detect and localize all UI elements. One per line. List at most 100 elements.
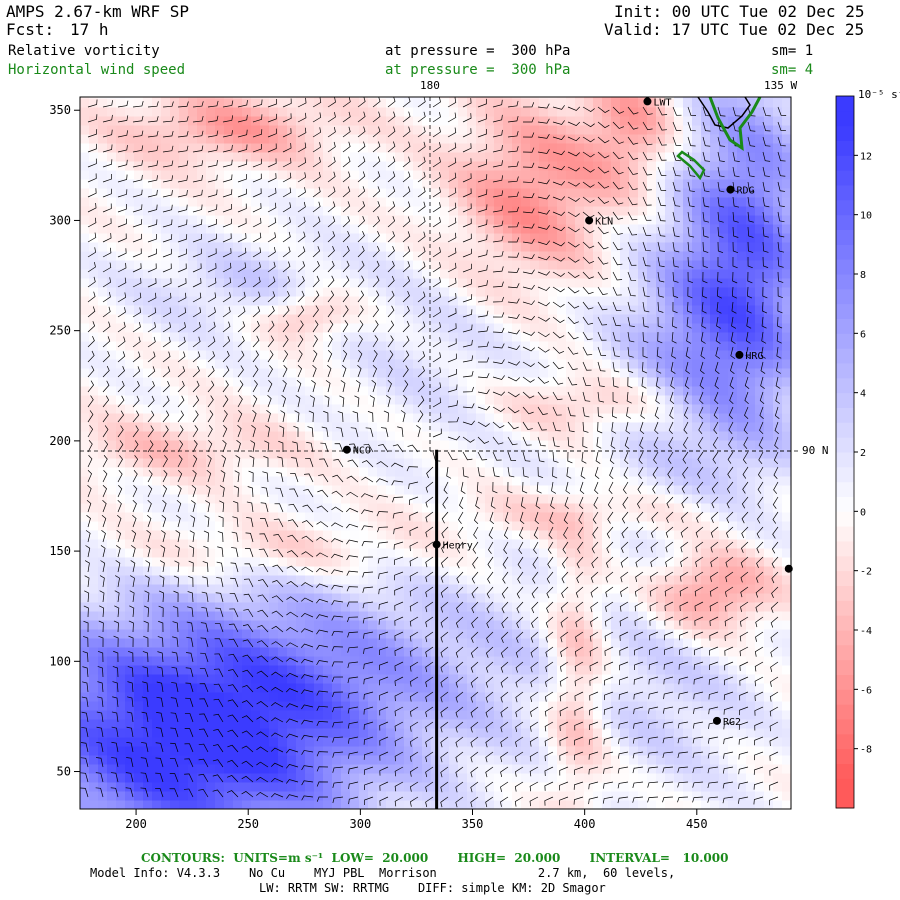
vorticity-cell — [629, 647, 639, 657]
vorticity-cell — [269, 341, 279, 351]
vorticity-cell — [557, 197, 567, 207]
vorticity-cell — [206, 800, 216, 809]
vorticity-cell — [350, 404, 360, 414]
vorticity-cell — [314, 224, 324, 234]
vorticity-cell — [557, 152, 567, 162]
vorticity-cell — [602, 125, 612, 135]
model-title: AMPS 2.67-km WRF SP — [6, 2, 190, 21]
vorticity-cell — [305, 764, 315, 774]
vorticity-cell — [134, 242, 144, 252]
vorticity-cell — [89, 242, 99, 252]
vorticity-cell — [485, 521, 495, 531]
vorticity-cell — [269, 656, 279, 666]
vorticity-cell — [368, 494, 378, 504]
vorticity-cell — [278, 332, 288, 342]
vorticity-cell — [377, 197, 387, 207]
vorticity-cell — [521, 683, 531, 693]
vorticity-cell — [170, 575, 180, 585]
vorticity-cell — [242, 692, 252, 702]
vorticity-cell — [296, 602, 306, 612]
vorticity-cell — [521, 305, 531, 315]
vorticity-cell — [458, 656, 468, 666]
vorticity-cell — [224, 503, 234, 513]
vorticity-cell — [431, 314, 441, 324]
vorticity-cell — [224, 368, 234, 378]
vorticity-cell — [215, 485, 225, 495]
vorticity-cell — [89, 755, 99, 765]
vorticity-cell — [620, 728, 630, 738]
vorticity-cell — [440, 107, 450, 117]
vorticity-cell — [278, 728, 288, 738]
vorticity-cell — [413, 539, 423, 549]
vorticity-cell — [287, 170, 297, 180]
vorticity-cell — [107, 260, 117, 270]
vorticity-cell — [593, 638, 603, 648]
vorticity-cell — [107, 98, 117, 108]
vorticity-cell — [161, 116, 171, 126]
vorticity-cell — [368, 143, 378, 153]
vorticity-cell — [170, 260, 180, 270]
vorticity-cell — [557, 422, 567, 432]
vorticity-cell — [161, 602, 171, 612]
vorticity-cell — [629, 521, 639, 531]
vorticity-cell — [116, 341, 126, 351]
vorticity-cell — [251, 548, 261, 558]
vorticity-cell — [188, 359, 198, 369]
vorticity-cell — [314, 359, 324, 369]
vorticity-cell — [503, 233, 513, 243]
vorticity-cell — [161, 395, 171, 405]
vorticity-cell — [206, 548, 216, 558]
vorticity-cell — [476, 782, 486, 792]
vorticity-cell — [98, 278, 108, 288]
vorticity-cell — [107, 350, 117, 360]
vorticity-cell — [512, 215, 522, 225]
vorticity-cell — [476, 476, 486, 486]
vorticity-cell — [422, 656, 432, 666]
vorticity-cell — [143, 359, 153, 369]
vorticity-cell — [206, 584, 216, 594]
vorticity-cell — [602, 737, 612, 747]
vorticity-cell — [413, 800, 423, 809]
vorticity-cell — [377, 620, 387, 630]
vorticity-cell — [377, 773, 387, 783]
vorticity-cell — [161, 305, 171, 315]
vorticity-cell — [611, 170, 621, 180]
vorticity-cell — [602, 332, 612, 342]
vorticity-cell — [260, 773, 270, 783]
vorticity-cell — [89, 773, 99, 783]
vorticity-cell — [395, 188, 405, 198]
vorticity-cell — [530, 305, 540, 315]
vorticity-cell — [512, 782, 522, 792]
vorticity-cell — [125, 512, 135, 522]
vorticity-cell — [188, 305, 198, 315]
vorticity-cell — [323, 170, 333, 180]
vorticity-cell — [386, 350, 396, 360]
vorticity-cell — [107, 440, 117, 450]
vorticity-cell — [521, 97, 531, 99]
vorticity-cell — [287, 395, 297, 405]
vorticity-cell — [629, 98, 639, 108]
vorticity-cell — [557, 449, 567, 459]
vorticity-cell — [485, 584, 495, 594]
vorticity-cell — [332, 97, 342, 99]
vorticity-cell — [80, 152, 90, 162]
vorticity-cell — [404, 701, 414, 711]
vorticity-cell — [395, 215, 405, 225]
vorticity-cell — [620, 251, 630, 261]
vorticity-cell — [89, 719, 99, 729]
vorticity-cell — [323, 692, 333, 702]
vorticity-cell — [485, 539, 495, 549]
vorticity-cell — [179, 404, 189, 414]
vorticity-cell — [440, 422, 450, 432]
vorticity-cell — [134, 530, 144, 540]
vorticity-cell — [494, 170, 504, 180]
vorticity-cell — [242, 215, 252, 225]
vorticity-cell — [368, 395, 378, 405]
vorticity-cell — [152, 638, 162, 648]
vorticity-cell — [539, 440, 549, 450]
vorticity-cell — [278, 512, 288, 522]
vorticity-cell — [197, 602, 207, 612]
vorticity-cell — [332, 656, 342, 666]
vorticity-cell — [611, 179, 621, 189]
vorticity-cell — [584, 242, 594, 252]
